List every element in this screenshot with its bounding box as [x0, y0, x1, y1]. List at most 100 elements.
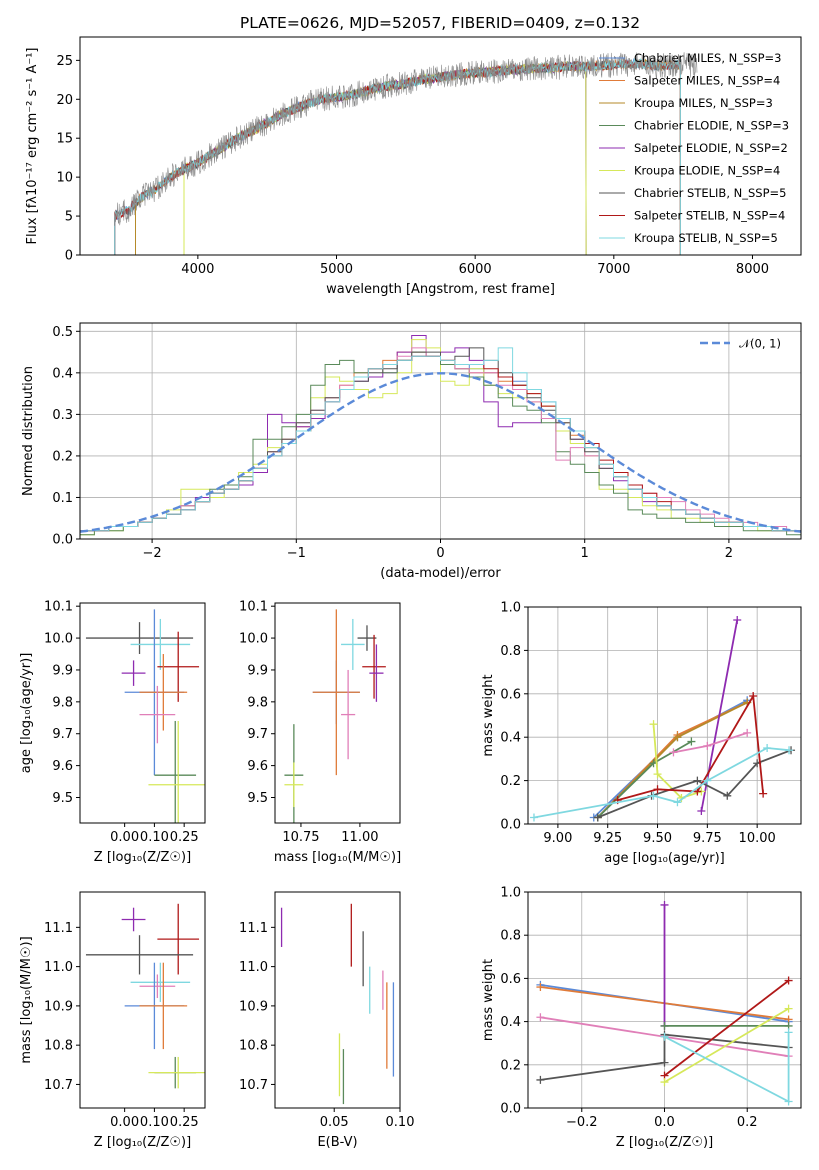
- figure-title: PLATE=0626, MJD=52057, FIBERID=0409, z=0…: [240, 14, 640, 32]
- series-marker-8-1: [784, 1097, 793, 1106]
- series-marker-8-4: [763, 744, 772, 753]
- y-tick-label: 0.0: [500, 1102, 521, 1117]
- x-tick-label: 0.10: [140, 830, 169, 845]
- y-tick-label: 10.1: [44, 600, 73, 615]
- series-marker-4-1: [660, 900, 669, 909]
- y-tick-label: 0.6: [500, 972, 521, 987]
- series-marker-5-1: [653, 770, 662, 779]
- y-tick-label: 10.8: [44, 1039, 73, 1054]
- x-tick-label: 0.00: [110, 830, 139, 845]
- y-tick-label: 5: [65, 210, 73, 225]
- series-marker-8-2: [673, 798, 682, 807]
- x-tick-label: 10.00: [739, 831, 776, 846]
- series-marker-8-2: [784, 1028, 793, 1037]
- series-line-5: [652, 724, 702, 800]
- histogram-steps: [80, 335, 801, 539]
- mass-vs-z-frame: [79, 891, 206, 1109]
- y-tick-label: 9.9: [247, 663, 268, 678]
- x-axis-label: (data-model)/error: [380, 566, 501, 581]
- x-tick-label: −0.2: [566, 1115, 598, 1130]
- legend-entry-0: Chabrier MILES, N_SSP=3: [634, 51, 781, 65]
- x-tick-label: 0.25: [170, 830, 199, 845]
- y-tick-label: 10.0: [44, 632, 73, 647]
- mass-vs-ebv-axes: 0.05 0.10 10.7 10.8 10.9 11.0 11.1 E(B-V): [239, 921, 414, 1150]
- legend-entry-1: Salpeter MILES, N_SSP=4: [634, 74, 780, 88]
- observed-spectrum-line: [114, 52, 698, 226]
- x-tick-label: 1: [581, 546, 589, 561]
- series-marker-9-1: [703, 741, 712, 750]
- y-tick-label: 0.2: [500, 774, 521, 789]
- series-line-7: [617, 693, 764, 801]
- spectrum-frame: [79, 36, 802, 256]
- x-tick-label: 6000: [459, 262, 492, 277]
- x-axis-label: E(B-V): [317, 1135, 357, 1150]
- series-marker-4-1: [733, 616, 742, 625]
- y-tick-label: 0.2: [52, 449, 73, 464]
- x-axis-label: age [log₁₀(age/yr)]: [604, 851, 725, 866]
- y-tick-label: 1.0: [500, 601, 521, 616]
- series-marker-5-0: [660, 1021, 669, 1030]
- series-marker-3-2: [687, 737, 696, 746]
- series-marker-7-1: [653, 785, 662, 794]
- x-tick-label: 0.0: [654, 1115, 675, 1130]
- x-tick-label: 0: [436, 546, 444, 561]
- series-marker-2-1: [673, 733, 682, 742]
- y-axis-label: mass weight: [481, 674, 496, 756]
- series-marker-6-1: [784, 976, 793, 985]
- series-marker-6-0: [593, 813, 602, 822]
- y-tick-label: 0.3: [52, 408, 73, 423]
- weight-vs-age-axes: 9.00 9.25 9.50 9.75 10.00 0.0 0.2 0.4 0.6 0.8 1.0 a…: [481, 601, 801, 866]
- series-line-6: [663, 979, 790, 1077]
- age-vs-mass-points: [284, 609, 386, 823]
- legend-entry-5: Kroupa ELODIE, N_SSP=4: [634, 164, 780, 178]
- x-tick-label: 4000: [181, 262, 214, 277]
- series-marker-8-0: [529, 813, 538, 822]
- x-tick-label: 9.25: [593, 831, 622, 846]
- legend-entry-8: Kroupa STELIB, N_SSP=5: [634, 231, 778, 245]
- y-tick-label: 11.1: [44, 921, 73, 936]
- mass-vs-ebv-frame: [274, 891, 401, 1109]
- series-line-8: [664, 1032, 790, 1103]
- y-tick-label: 9.7: [52, 727, 73, 742]
- series-marker-8-1: [649, 791, 658, 800]
- y-tick-label: 20: [56, 93, 73, 108]
- series-line-6: [597, 749, 792, 819]
- x-tick-label: 7000: [597, 262, 630, 277]
- y-tick-label: 11.1: [239, 921, 268, 936]
- series-marker-3-1: [660, 1058, 669, 1067]
- y-axis-label: Flux [fλ10⁻¹⁷ erg cm⁻² s⁻¹ A⁻¹]: [25, 48, 40, 245]
- y-tick-label: 0.8: [500, 929, 521, 944]
- y-axis-label: age [log₁₀(age/yr)]: [19, 653, 34, 774]
- series-marker-3-0: [536, 1075, 545, 1084]
- histogram-series-3: [80, 339, 801, 539]
- series-marker-7-1: [784, 1004, 793, 1013]
- legend-normal-label: 𝒩(0, 1): [739, 337, 781, 351]
- x-tick-label: 8000: [736, 262, 769, 277]
- legend-entry-7: Salpeter STELIB, N_SSP=4: [634, 209, 785, 223]
- series-marker-4-0: [697, 806, 706, 815]
- y-tick-label: 0.0: [52, 533, 73, 548]
- legend-entry-6: Chabrier STELIB, N_SSP=5: [634, 186, 786, 200]
- y-tick-label: 0.1: [52, 491, 73, 506]
- weight-vs-age-lines: [529, 616, 796, 822]
- histogram-series-8: [80, 347, 801, 539]
- series-marker-7-4: [759, 789, 768, 798]
- y-tick-label: 25: [56, 54, 73, 69]
- normal-pdf-line: [80, 372, 801, 533]
- y-tick-label: 9.8: [52, 695, 73, 710]
- y-tick-label: 10.0: [239, 632, 268, 647]
- y-tick-label: 0.2: [500, 1058, 521, 1073]
- y-tick-label: 0.4: [500, 731, 521, 746]
- y-tick-label: 9.6: [52, 759, 73, 774]
- age-vs-mass-axes: 10.75 11.00 9.5 9.6 9.7 9.8 9.9 10.0 10.1 mass [l…: [239, 600, 401, 865]
- y-tick-label: 10.7: [44, 1078, 73, 1093]
- y-tick-label: 0.8: [500, 644, 521, 659]
- series-marker-7-3: [749, 691, 758, 700]
- y-tick-label: 0.4: [500, 1015, 521, 1030]
- x-tick-label: 0.00: [110, 1115, 139, 1130]
- y-tick-label: 0: [65, 249, 73, 264]
- x-tick-label: 0.05: [320, 1115, 349, 1130]
- series-line-3: [540, 1033, 789, 1081]
- spectrum-axes: 4000 5000 6000 7000 8000 0 5 10 15 20 25 wavelength…: [25, 48, 769, 298]
